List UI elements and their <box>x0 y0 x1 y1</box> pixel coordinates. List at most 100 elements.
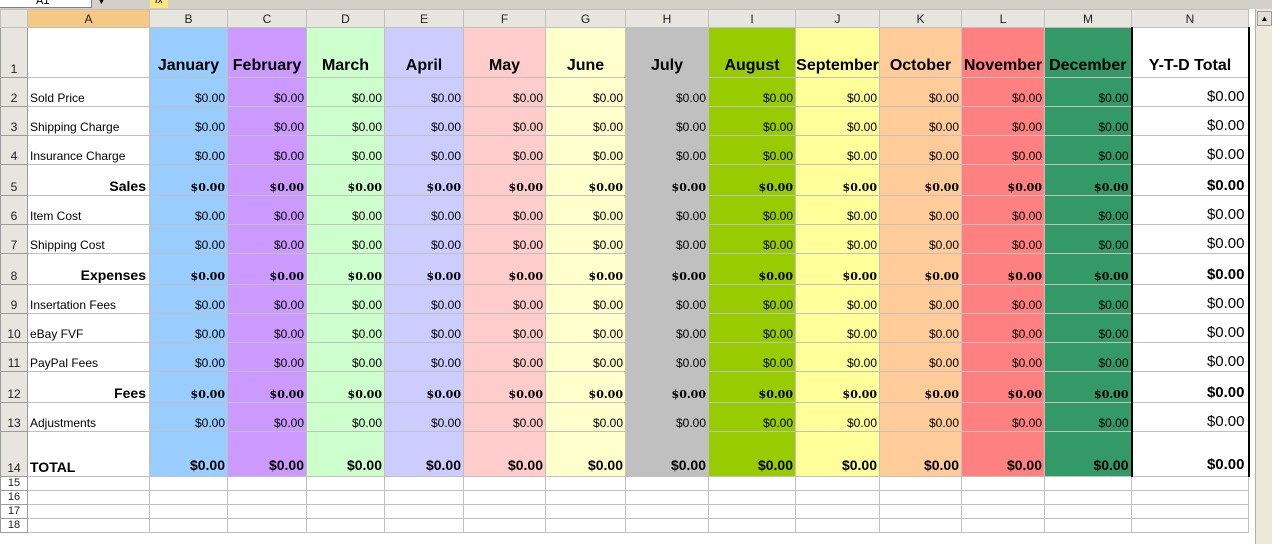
value-cell[interactable]: $0.00 <box>625 402 709 432</box>
column-header-a[interactable]: A <box>27 9 150 28</box>
value-cell[interactable]: $0.00 <box>149 77 228 107</box>
value-cell[interactable]: $0.00 <box>149 402 228 432</box>
month-header-february[interactable]: February <box>227 27 307 78</box>
value-cell[interactable]: $0.00 <box>708 135 796 165</box>
value-cell[interactable]: $0.00 <box>708 284 796 314</box>
column-header-c[interactable]: C <box>227 9 307 28</box>
value-cell[interactable]: $0.00 <box>708 253 796 285</box>
empty-cell[interactable] <box>1131 490 1249 505</box>
value-cell[interactable]: $0.00 <box>961 402 1045 432</box>
value-cell[interactable]: $0.00 <box>306 371 385 403</box>
row-label-total[interactable]: TOTAL <box>27 431 150 477</box>
value-cell[interactable]: $0.00 <box>227 371 307 403</box>
value-cell[interactable]: $0.00 <box>1044 224 1132 254</box>
row-header-13[interactable]: 13 <box>0 402 28 432</box>
row-label-fees[interactable]: Fees <box>27 371 150 403</box>
row-label-shipping-cost[interactable]: Shipping Cost <box>27 224 150 254</box>
empty-cell[interactable] <box>149 490 228 505</box>
empty-cell[interactable] <box>961 504 1045 519</box>
column-header-l[interactable]: L <box>961 9 1045 28</box>
value-cell[interactable]: $0.00 <box>227 284 307 314</box>
value-cell[interactable]: $0.00 <box>1044 371 1132 403</box>
ytd-total-cell[interactable]: $0.00 <box>1130 77 1250 107</box>
cell-a1[interactable] <box>27 27 150 78</box>
value-cell[interactable]: $0.00 <box>306 135 385 165</box>
row-header-3[interactable]: 3 <box>0 106 28 136</box>
month-header-november[interactable]: November <box>961 27 1045 78</box>
value-cell[interactable]: $0.00 <box>625 342 709 372</box>
value-cell[interactable]: $0.00 <box>879 371 962 403</box>
ytd-total-cell[interactable]: $0.00 <box>1130 106 1250 136</box>
value-cell[interactable]: $0.00 <box>149 106 228 136</box>
empty-cell[interactable] <box>463 490 546 505</box>
empty-cell[interactable] <box>306 518 385 533</box>
ytd-total-cell[interactable]: $0.00 <box>1130 284 1250 314</box>
empty-cell[interactable] <box>961 518 1045 533</box>
value-cell[interactable]: $0.00 <box>1044 195 1132 225</box>
empty-cell[interactable] <box>961 490 1045 505</box>
row-header-8[interactable]: 8 <box>0 253 28 285</box>
value-cell[interactable]: $0.00 <box>463 164 546 196</box>
value-cell[interactable]: $0.00 <box>227 224 307 254</box>
value-cell[interactable]: $0.00 <box>961 342 1045 372</box>
month-header-september[interactable]: September <box>795 27 880 78</box>
month-header-august[interactable]: August <box>708 27 796 78</box>
empty-cell[interactable] <box>384 504 464 519</box>
empty-cell[interactable] <box>879 504 962 519</box>
value-cell[interactable]: $0.00 <box>708 195 796 225</box>
value-cell[interactable]: $0.00 <box>306 313 385 343</box>
empty-cell[interactable] <box>879 476 962 491</box>
value-cell[interactable]: $0.00 <box>879 431 962 477</box>
empty-cell[interactable] <box>625 504 709 519</box>
month-header-march[interactable]: March <box>306 27 385 78</box>
empty-cell[interactable] <box>879 518 962 533</box>
value-cell[interactable]: $0.00 <box>961 164 1045 196</box>
value-cell[interactable]: $0.00 <box>1044 402 1132 432</box>
ytd-total-cell[interactable]: $0.00 <box>1130 195 1250 225</box>
row-header-16[interactable]: 16 <box>0 490 28 505</box>
value-cell[interactable]: $0.00 <box>625 106 709 136</box>
value-cell[interactable]: $0.00 <box>306 284 385 314</box>
value-cell[interactable]: $0.00 <box>306 195 385 225</box>
value-cell[interactable]: $0.00 <box>961 431 1045 477</box>
value-cell[interactable]: $0.00 <box>625 371 709 403</box>
value-cell[interactable]: $0.00 <box>384 253 464 285</box>
row-header-17[interactable]: 17 <box>0 504 28 519</box>
empty-cell[interactable] <box>149 518 228 533</box>
value-cell[interactable]: $0.00 <box>384 135 464 165</box>
empty-cell[interactable] <box>795 490 880 505</box>
value-cell[interactable]: $0.00 <box>306 402 385 432</box>
value-cell[interactable]: $0.00 <box>961 224 1045 254</box>
value-cell[interactable]: $0.00 <box>708 371 796 403</box>
value-cell[interactable]: $0.00 <box>306 106 385 136</box>
empty-cell[interactable] <box>795 518 880 533</box>
value-cell[interactable]: $0.00 <box>879 313 962 343</box>
value-cell[interactable]: $0.00 <box>227 342 307 372</box>
value-cell[interactable]: $0.00 <box>625 195 709 225</box>
row-label-sales[interactable]: Sales <box>27 164 150 196</box>
value-cell[interactable]: $0.00 <box>879 135 962 165</box>
value-cell[interactable]: $0.00 <box>879 342 962 372</box>
row-label-shipping-charge[interactable]: Shipping Charge <box>27 106 150 136</box>
value-cell[interactable]: $0.00 <box>879 106 962 136</box>
value-cell[interactable]: $0.00 <box>1044 313 1132 343</box>
value-cell[interactable]: $0.00 <box>708 342 796 372</box>
value-cell[interactable]: $0.00 <box>384 106 464 136</box>
value-cell[interactable]: $0.00 <box>463 77 546 107</box>
value-cell[interactable]: $0.00 <box>384 431 464 477</box>
empty-cell[interactable] <box>625 476 709 491</box>
empty-cell[interactable] <box>306 490 385 505</box>
row-header-15[interactable]: 15 <box>0 476 28 491</box>
value-cell[interactable]: $0.00 <box>625 135 709 165</box>
value-cell[interactable]: $0.00 <box>545 284 626 314</box>
value-cell[interactable]: $0.00 <box>463 195 546 225</box>
column-header-m[interactable]: M <box>1044 9 1132 28</box>
empty-cell[interactable] <box>149 504 228 519</box>
value-cell[interactable]: $0.00 <box>795 313 880 343</box>
row-header-1[interactable]: 1 <box>0 27 28 78</box>
value-cell[interactable]: $0.00 <box>879 195 962 225</box>
row-label-sold-price[interactable]: Sold Price <box>27 77 150 107</box>
month-header-april[interactable]: April <box>384 27 464 78</box>
column-header-f[interactable]: F <box>463 9 546 28</box>
row-header-2[interactable]: 2 <box>0 77 28 107</box>
